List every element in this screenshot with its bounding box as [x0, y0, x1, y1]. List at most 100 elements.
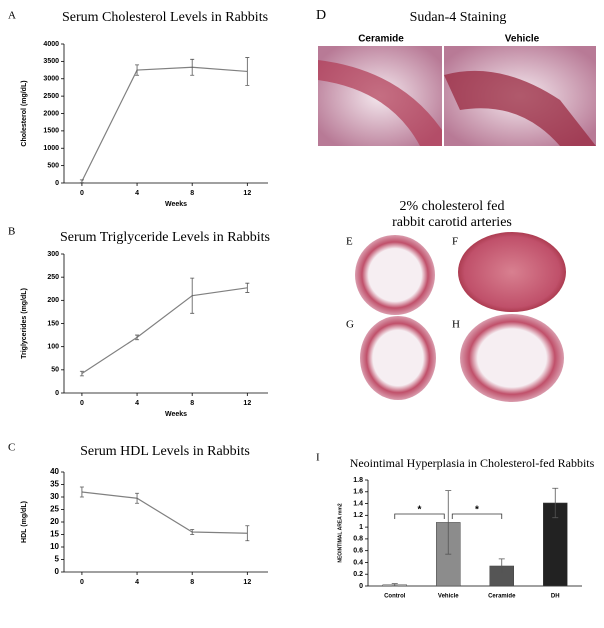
stain	[318, 60, 442, 146]
error-bar	[135, 334, 140, 341]
chart-title: Serum Triglyceride Levels in Rabbits	[60, 230, 270, 245]
x-tick-label: Control	[384, 594, 406, 600]
error-bar	[245, 525, 250, 542]
chart-title: Serum Cholesterol Levels in Rabbits	[62, 10, 268, 25]
x-tick-label: 8	[190, 400, 194, 407]
y-tick-label: 25	[50, 505, 59, 514]
image-title: rabbit carotid arteries	[392, 215, 512, 230]
y-tick-label: 35	[50, 480, 59, 489]
y-axis-label: Triglycerides (mg/dL)	[21, 288, 28, 359]
y-tick-label: 0.2	[353, 571, 363, 578]
error-bar	[135, 64, 140, 76]
x-tick-label: 8	[190, 190, 194, 197]
y-tick-label: 0.6	[353, 548, 363, 555]
y-tick-label: 0	[55, 390, 59, 397]
y-tick-label: 0.4	[353, 559, 363, 566]
panel-label: A	[8, 10, 16, 22]
y-tick-label: 3500	[43, 58, 59, 65]
line	[81, 491, 248, 534]
x-axis-label: Weeks	[165, 411, 187, 418]
error-bar	[498, 558, 505, 574]
x-tick-label: 12	[243, 400, 251, 407]
significance-mark: *	[475, 505, 479, 516]
significance-bracket	[451, 513, 503, 519]
y-tick-label: 1.6	[353, 489, 363, 496]
y-tick-label: 3000	[43, 76, 59, 83]
artery-section	[360, 316, 436, 400]
y-axis-label: HDL (mg/dL)	[21, 501, 28, 543]
x-tick-label: 0	[80, 400, 84, 407]
y-tick-label: 20	[50, 517, 59, 526]
image-caption: Ceramide	[358, 34, 404, 45]
error-bar	[79, 486, 84, 498]
y-tick-label: 250	[47, 274, 59, 281]
error-bar	[79, 370, 84, 377]
error-bar	[79, 179, 84, 184]
error-bar	[190, 529, 195, 535]
y-tick-label: 15	[50, 530, 59, 539]
error-bar	[135, 492, 140, 504]
panel-label: I	[316, 452, 320, 464]
stain	[444, 70, 596, 146]
y-tick-label: 200	[47, 297, 59, 304]
x-tick-label: 12	[243, 579, 251, 586]
image-label: H	[452, 319, 460, 331]
y-tick-label: 500	[47, 162, 59, 169]
y-axis-label: NEOINTIMAL AREA mm2	[337, 503, 343, 562]
x-tick-label: 4	[135, 190, 139, 197]
artery-section	[458, 232, 566, 312]
artery-section	[355, 235, 435, 315]
y-tick-label: 1500	[43, 128, 59, 135]
y-tick-label: 1	[359, 524, 363, 531]
x-tick-label: 12	[243, 190, 251, 197]
y-tick-label: 50	[51, 367, 59, 374]
chart-title: Serum HDL Levels in Rabbits	[80, 444, 250, 459]
y-tick-label: 1.4	[353, 500, 363, 507]
x-tick-label: DH	[551, 594, 560, 600]
x-tick-label: 0	[80, 190, 84, 197]
x-tick-label: 0	[80, 579, 84, 586]
x-tick-label: Vehicle	[438, 594, 459, 600]
chart-title: Neointimal Hyperplasia in Cholesterol-fe…	[350, 456, 595, 470]
panel-label: B	[8, 226, 15, 238]
y-tick-label: 150	[47, 320, 59, 327]
y-tick-label: 4000	[43, 41, 59, 48]
line	[81, 66, 248, 182]
y-tick-label: 2000	[43, 110, 59, 117]
image-label: E	[346, 236, 353, 248]
error-bar	[552, 487, 559, 519]
y-tick-label: 40	[50, 467, 59, 476]
x-tick-label: 4	[135, 400, 139, 407]
panel-label: D	[316, 8, 326, 23]
y-tick-label: 0	[55, 180, 59, 187]
image-label: F	[452, 236, 458, 248]
x-tick-label: 8	[190, 579, 194, 586]
y-tick-label: 30	[50, 492, 59, 501]
y-tick-label: 0	[359, 583, 363, 590]
image-title: 2% cholesterol fed	[400, 199, 505, 214]
line	[81, 287, 248, 375]
error-bar	[391, 583, 398, 587]
y-tick-label: 0.8	[353, 536, 363, 543]
error-bar	[190, 58, 195, 76]
y-tick-label: 1.8	[353, 477, 363, 484]
y-tick-label: 1.2	[353, 512, 363, 519]
panel-label: C	[8, 442, 15, 454]
artery-section	[460, 314, 564, 402]
error-bar	[445, 490, 452, 555]
x-axis-label: Weeks	[165, 201, 187, 208]
image-label: G	[346, 319, 354, 331]
y-tick-label: 300	[47, 251, 59, 258]
x-tick-label: Ceramide	[488, 594, 516, 600]
y-tick-label: 5	[55, 555, 60, 564]
significance-bracket	[394, 513, 445, 519]
image-caption: Vehicle	[505, 34, 540, 45]
y-tick-label: 100	[47, 344, 59, 351]
significance-mark: *	[418, 505, 422, 516]
image-title: Sudan-4 Staining	[410, 10, 507, 25]
y-tick-label: 1000	[43, 145, 59, 152]
error-bar	[245, 57, 250, 86]
y-axis-label: Cholesterol (mg/dL)	[21, 80, 28, 146]
error-bar	[245, 282, 250, 293]
y-tick-label: 2500	[43, 93, 59, 100]
